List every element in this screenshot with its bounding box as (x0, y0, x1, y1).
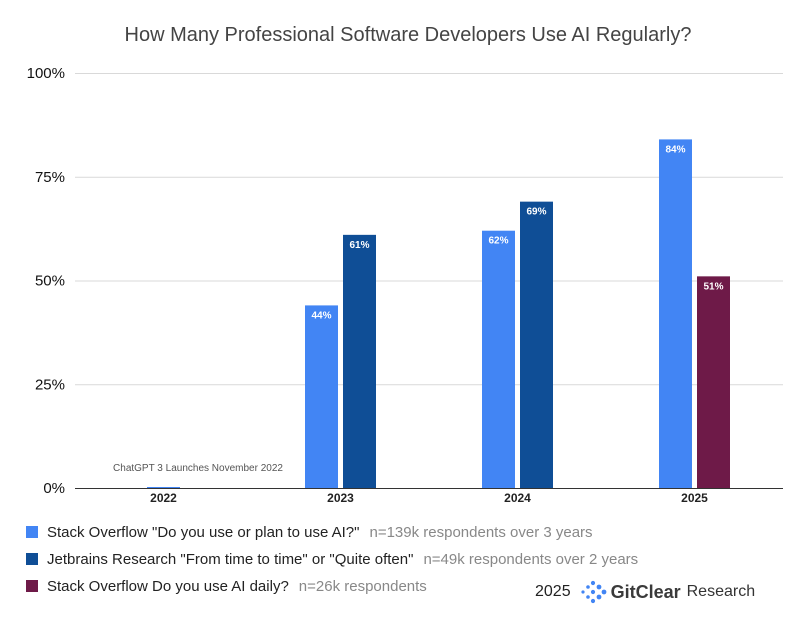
bar-data-label: 69% (526, 207, 546, 218)
gitclear-branding: 2025 GitClear Research (535, 578, 755, 606)
legend-item: Jetbrains Research "From time to time" o… (26, 549, 786, 576)
x-tick-label: 2023 (327, 491, 354, 505)
x-tick-label: 2025 (681, 491, 708, 505)
legend-note: n=26k respondents (298, 578, 427, 595)
bar-data-label: 61% (349, 240, 369, 251)
brand-year: 2025 (535, 583, 571, 600)
bar-labels: 44% 61% 62% 69% 84% 51% (311, 144, 723, 321)
bar-data-label: 84% (665, 144, 685, 155)
brand-name: GitClear (610, 581, 681, 602)
bar-data-label: 62% (488, 236, 508, 247)
legend-item: Stack Overflow Do you use AI daily? n=26k… (26, 576, 786, 603)
legend-swatch-stackoverflow-daily (26, 580, 38, 593)
y-tick-label: 50% (35, 273, 65, 290)
y-tick-label: 25% (35, 376, 65, 393)
bar-2023-series-0 (305, 305, 338, 488)
x-tick-label: 2022 (150, 491, 177, 505)
y-tick-label: 75% (35, 169, 65, 186)
bar-2025-series-0 (659, 139, 692, 488)
bar-2022-series-0 (147, 487, 180, 488)
legend-note: n=49k respondents over 2 years (423, 551, 639, 568)
legend-label: Stack Overflow Do you use AI daily? (47, 578, 289, 595)
chart-title: How Many Professional Software Developer… (125, 24, 692, 46)
brand-suffix: Research (686, 583, 756, 600)
y-tick-label: 0% (43, 480, 65, 497)
legend-item: Stack Overflow "Do you use or plan to us… (26, 522, 786, 549)
bars (147, 139, 730, 488)
y-axis-ticks: 0% 25% 50% 75% 100% (27, 65, 65, 497)
bar-2024-series-1 (520, 201, 553, 488)
bar-data-label: 51% (703, 281, 723, 292)
x-axis-ticks: 2022 2023 2024 2025 (150, 491, 708, 505)
bar-2023-series-1 (343, 234, 376, 488)
legend: Stack Overflow "Do you use or plan to us… (26, 522, 786, 603)
y-tick-label: 100% (27, 65, 65, 82)
legend-note: n=139k respondents over 3 years (369, 524, 593, 541)
chart-annotation: ChatGPT 3 Launches November 2022 (113, 463, 283, 474)
bar-2024-series-0 (482, 230, 515, 488)
bar-2025-series-2 (697, 276, 730, 488)
gitclear-dots-logo-icon (580, 580, 606, 604)
legend-label: Jetbrains Research "From time to time" o… (47, 551, 414, 568)
x-tick-label: 2024 (504, 491, 531, 505)
legend-label: Stack Overflow "Do you use or plan to us… (47, 524, 360, 541)
bar-data-label: 44% (311, 310, 331, 321)
legend-swatch-jetbrains (26, 553, 38, 566)
legend-swatch-stackoverflow-plan (26, 526, 38, 539)
